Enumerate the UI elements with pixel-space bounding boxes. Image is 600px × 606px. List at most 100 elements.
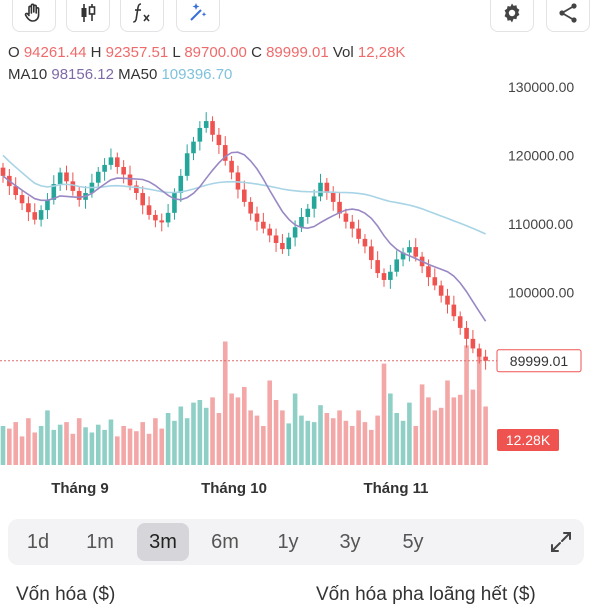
candle-body [57, 172, 63, 185]
magic-wand-icon[interactable] [176, 0, 220, 32]
volume-bar [292, 393, 298, 465]
volume-bar [318, 405, 323, 465]
volume-bar [203, 407, 209, 465]
volume-bar [13, 422, 18, 465]
candle-body [159, 220, 165, 223]
volume-bar [438, 407, 444, 465]
period-1y[interactable]: 1y [277, 531, 299, 553]
volume-bar [413, 426, 419, 465]
candle-body [191, 141, 196, 154]
candle-body [13, 186, 18, 196]
volume-bar [369, 429, 374, 465]
candle-body [432, 277, 438, 286]
period-3y[interactable]: 3y [339, 531, 361, 553]
y-tick-label: 120000.00 [508, 147, 574, 163]
volume-bar [83, 427, 88, 465]
volume-bar [432, 410, 438, 465]
candle-body [388, 271, 393, 280]
candle-body [413, 247, 419, 257]
volume-bar [254, 415, 260, 465]
market-cap-label: Vốn hóa ($) [16, 584, 116, 605]
volume-bar [426, 397, 431, 465]
volume-bar [222, 341, 228, 465]
hand-icon[interactable] [12, 0, 56, 32]
x-tick-label: Tháng 10 [201, 480, 267, 497]
candle-body [235, 172, 241, 190]
y-tick-label: 110000.00 [508, 216, 573, 232]
volume-bar [229, 393, 234, 465]
period-1d[interactable]: 1d [26, 531, 50, 553]
volume-bar [89, 432, 95, 465]
period-6m[interactable]: 6m [211, 531, 239, 553]
period-1m[interactable]: 1m [86, 531, 114, 553]
candle-body [51, 184, 57, 200]
candle-body [0, 167, 6, 176]
volume-bar [362, 422, 368, 465]
ma10-value: 98156.12 [51, 66, 114, 83]
volume-bar [140, 422, 145, 465]
candle-body [146, 205, 152, 215]
candle-body [407, 247, 412, 253]
candle-body [134, 185, 139, 193]
candle-body [178, 175, 184, 193]
expand-icon[interactable] [546, 527, 576, 557]
candle-body [476, 348, 482, 357]
candle-body [349, 221, 355, 229]
volume-bar [159, 428, 165, 465]
volume-bar [146, 433, 152, 465]
candlestick-icon[interactable] [66, 0, 110, 32]
candle-body [375, 260, 380, 274]
volume-bar [445, 380, 450, 465]
volume-bar [134, 431, 139, 465]
volume-bar [242, 387, 247, 465]
volume-bar [400, 420, 406, 465]
function-icon[interactable] [120, 0, 164, 32]
volume-bar [394, 413, 399, 465]
candle-body [299, 216, 304, 228]
ma50-line [2, 154, 486, 235]
candle-body [305, 208, 311, 217]
candle-body [356, 228, 361, 239]
volume-bar [38, 426, 44, 465]
candle-body [140, 192, 145, 206]
candle-body [273, 235, 279, 243]
volume-bar [191, 402, 196, 465]
candle-body [457, 316, 463, 328]
volume-bar [76, 418, 82, 465]
price-chart[interactable]: 89999.01 12.28K 130000.00 120000.00 110000.0… [0, 40, 600, 510]
volume-bar [121, 426, 126, 465]
candle-body [311, 196, 317, 209]
volume-bar [311, 422, 317, 465]
gear-icon[interactable] [490, 0, 534, 32]
current-price-label: 89999.01 [510, 353, 569, 369]
volume-bar [197, 400, 203, 465]
volume-bar [356, 410, 361, 465]
current-price-tag [496, 349, 582, 373]
high-value: 92357.51 [105, 44, 169, 61]
volume-bar [32, 432, 38, 465]
volume-bar [457, 394, 463, 465]
volume-bar [470, 389, 476, 465]
candle-body [369, 246, 374, 261]
period-5y[interactable]: 5y [402, 531, 424, 553]
volume-bar [273, 400, 279, 465]
candle-body [483, 356, 488, 361]
share-icon[interactable] [546, 0, 590, 32]
candle-body [64, 172, 69, 182]
volume-bar [299, 415, 304, 465]
candle-body [318, 182, 323, 197]
period-3m[interactable]: 3m [137, 523, 189, 561]
candle-body [70, 181, 76, 191]
ma50-value: 109396.70 [161, 66, 233, 83]
volume-bar [26, 418, 31, 465]
candle-body [337, 201, 342, 214]
ohlc-readout: O 94261.44 H 92357.51 L 89700.00 C 89999… [8, 44, 405, 61]
volume-bar [305, 420, 311, 465]
candle-body [248, 201, 253, 214]
candle-body [267, 228, 272, 236]
candle-body [45, 199, 50, 211]
current-volume-label: 12.28K [506, 432, 551, 448]
ma-readout: MA10 98156.12 MA50 109396.70 [8, 66, 232, 83]
candle-body [451, 304, 457, 317]
volume-bar [45, 410, 50, 465]
